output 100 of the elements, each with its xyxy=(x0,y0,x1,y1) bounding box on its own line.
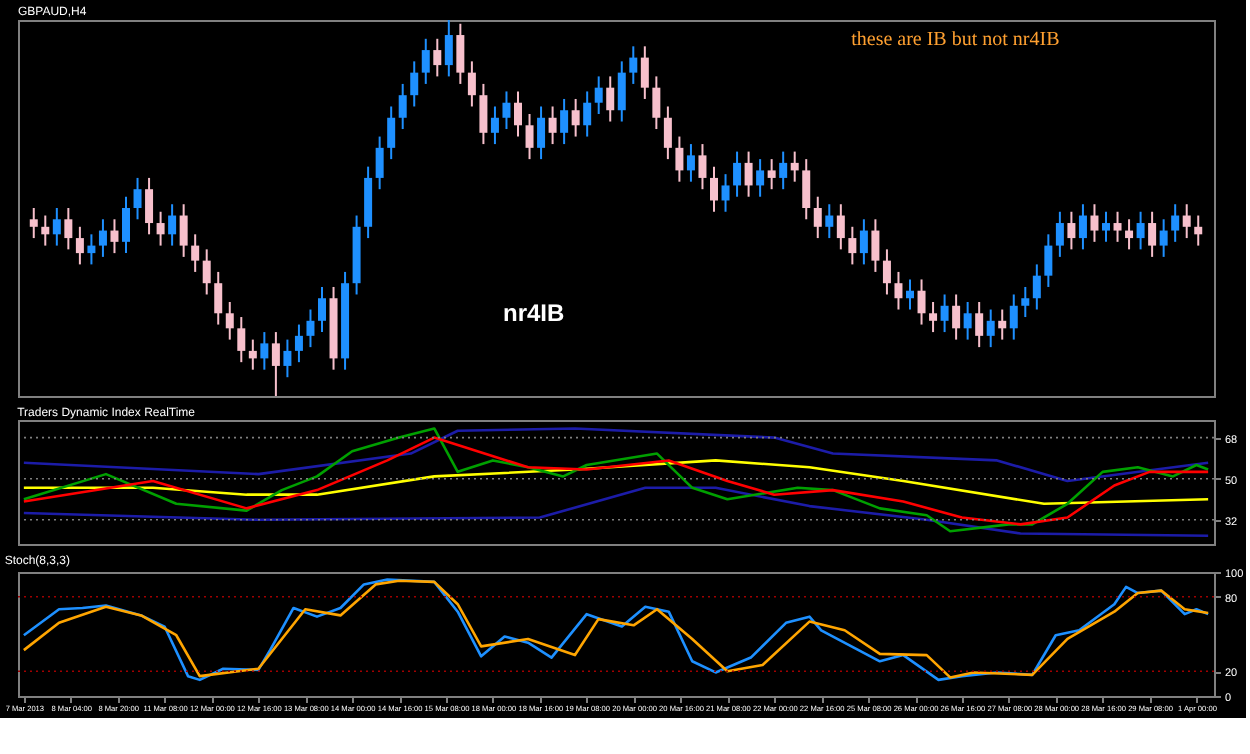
candlestick xyxy=(825,203,834,240)
candlestick xyxy=(387,105,396,161)
candlestick xyxy=(133,176,142,221)
candlestick xyxy=(283,338,292,379)
candlestick xyxy=(41,214,50,247)
candlestick xyxy=(294,323,303,364)
candlestick xyxy=(271,331,280,397)
candlestick xyxy=(75,225,84,266)
candlestick xyxy=(963,301,972,341)
candlestick xyxy=(87,233,96,266)
candlestick xyxy=(1182,203,1191,240)
candlestick xyxy=(848,225,857,266)
candlestick xyxy=(1090,203,1099,243)
candlestick xyxy=(686,143,695,183)
candlestick xyxy=(318,285,326,334)
candlestick xyxy=(168,203,177,247)
candlestick xyxy=(537,105,546,161)
candlestick xyxy=(894,270,903,311)
candlestick xyxy=(813,195,822,240)
annotation: these are IB but not nr4IB xyxy=(851,28,1061,51)
candlestick xyxy=(698,143,707,191)
candlestick xyxy=(629,45,638,85)
candlestick xyxy=(733,150,742,198)
candlestick xyxy=(779,150,788,191)
candlestick xyxy=(202,248,211,296)
candlestick xyxy=(1055,210,1064,258)
candlestick xyxy=(29,207,38,240)
candlestick xyxy=(1067,210,1076,251)
candlestick xyxy=(421,37,430,85)
candlestick xyxy=(906,278,914,311)
candlestick xyxy=(548,105,557,146)
candlestick xyxy=(237,316,246,364)
candlestick xyxy=(156,210,165,247)
candlestick xyxy=(560,97,569,146)
candlestick xyxy=(940,293,949,334)
candlestick xyxy=(744,150,753,198)
candlestick xyxy=(248,338,257,371)
candlestick xyxy=(260,331,269,371)
candlestick xyxy=(1194,214,1203,247)
candlestick xyxy=(1159,218,1168,258)
candlestick xyxy=(110,218,119,255)
candlestick xyxy=(952,293,961,341)
candlestick xyxy=(64,207,73,251)
candlestick xyxy=(836,203,845,251)
candlestick xyxy=(710,165,718,213)
candlestick xyxy=(98,218,107,258)
candlestick xyxy=(467,60,476,108)
candlestick xyxy=(398,82,407,131)
candlestick xyxy=(1032,263,1041,311)
candlestick xyxy=(767,158,776,191)
candlestick xyxy=(1009,293,1018,341)
line-series xyxy=(22,427,1210,483)
candlestick xyxy=(998,308,1007,341)
candlestick xyxy=(640,45,649,100)
candlestick xyxy=(675,135,684,183)
candlestick xyxy=(663,105,672,161)
candlestick xyxy=(514,90,522,138)
candlestick xyxy=(433,37,442,78)
candlestick xyxy=(617,60,626,123)
candlestick xyxy=(859,218,868,266)
candlestick xyxy=(410,60,419,108)
candlestick xyxy=(571,97,580,138)
candlestick xyxy=(594,75,603,115)
candlestick xyxy=(606,75,615,123)
candlestick xyxy=(721,173,730,213)
candlestick xyxy=(975,301,984,349)
candlestick xyxy=(502,90,511,131)
candlestick xyxy=(802,158,811,221)
candlestick xyxy=(1078,203,1087,251)
candlestick xyxy=(1044,233,1053,288)
candlestick xyxy=(1136,210,1145,251)
candlestick xyxy=(179,203,188,258)
candlestick xyxy=(444,19,453,78)
annotation: nr4IB xyxy=(502,299,566,328)
candlestick xyxy=(882,248,891,296)
candlestick xyxy=(1171,203,1180,243)
candlestick xyxy=(917,278,926,326)
candlestick xyxy=(122,195,130,255)
candlestick xyxy=(1148,210,1157,258)
candlestick xyxy=(525,113,534,161)
candlestick xyxy=(375,135,384,191)
candlestick xyxy=(456,22,465,85)
candlestick xyxy=(479,82,488,146)
candlestick xyxy=(1021,285,1030,319)
candlestick xyxy=(1125,218,1134,251)
candlestick xyxy=(306,308,315,349)
candlestick xyxy=(986,308,995,349)
candlestick xyxy=(929,301,938,334)
line-series xyxy=(22,459,1210,506)
candlestick xyxy=(225,301,234,341)
candlestick xyxy=(214,270,223,326)
candlestick xyxy=(652,75,661,131)
candlestick xyxy=(490,105,499,146)
candlestick xyxy=(583,90,592,138)
candlestick xyxy=(52,207,61,247)
candlestick xyxy=(871,218,880,273)
candlestick xyxy=(191,233,200,273)
candlestick xyxy=(790,150,799,183)
candlestick xyxy=(1102,210,1110,243)
candlestick xyxy=(756,158,765,198)
